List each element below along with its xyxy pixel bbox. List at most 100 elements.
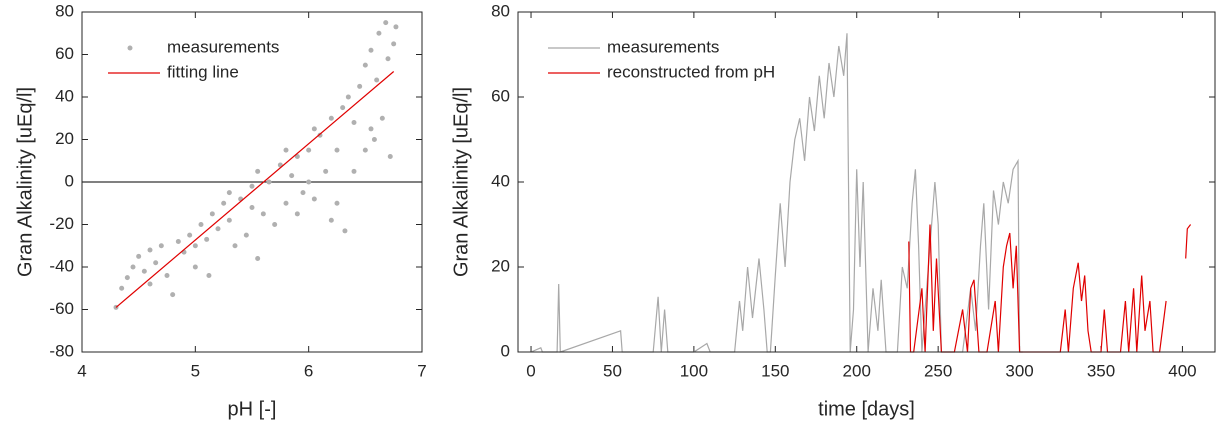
y-tick-label: 0 bbox=[65, 171, 74, 190]
x-tick-label: 7 bbox=[417, 361, 426, 380]
axes-box bbox=[81, 11, 423, 353]
y-tick-label: 80 bbox=[55, 1, 74, 20]
y-tick-label: 60 bbox=[491, 86, 510, 105]
data-point bbox=[345, 94, 351, 100]
y-tick-label: 40 bbox=[491, 171, 510, 190]
data-point bbox=[136, 253, 142, 259]
data-line bbox=[115, 71, 395, 308]
data-point bbox=[342, 228, 348, 234]
data-point bbox=[175, 239, 181, 244]
data-point bbox=[374, 77, 380, 83]
data-point bbox=[243, 232, 249, 238]
y-axis-label: Gran Alkalinity [uEq/l] bbox=[14, 87, 36, 277]
data-point bbox=[209, 211, 215, 217]
data-point bbox=[147, 247, 153, 253]
x-tick-label: 100 bbox=[680, 361, 708, 380]
data-point bbox=[289, 173, 295, 179]
legend-label: reconstructed from pH bbox=[607, 62, 775, 81]
x-tick-label: 50 bbox=[603, 361, 622, 380]
data-point bbox=[221, 200, 227, 206]
y-tick-label: -20 bbox=[49, 214, 74, 233]
data-point bbox=[147, 281, 153, 287]
data-point bbox=[383, 20, 389, 26]
x-tick-label: 6 bbox=[304, 361, 313, 380]
data-point bbox=[311, 126, 317, 132]
data-point bbox=[294, 211, 300, 217]
data-point bbox=[371, 137, 377, 142]
data-point bbox=[141, 268, 147, 274]
x-tick-label: 250 bbox=[924, 361, 952, 380]
data-point bbox=[376, 30, 382, 36]
data-point bbox=[266, 179, 272, 185]
legend-label: measurements bbox=[607, 37, 719, 56]
data-point bbox=[357, 83, 363, 89]
data-point bbox=[198, 222, 204, 227]
x-tick-label: 0 bbox=[526, 361, 535, 380]
x-tick-label: 350 bbox=[1087, 361, 1115, 380]
data-point bbox=[204, 236, 210, 242]
data-point bbox=[187, 232, 193, 238]
y-tick-label: -40 bbox=[49, 256, 74, 275]
data-point bbox=[328, 115, 334, 121]
data-point bbox=[192, 243, 198, 249]
data-point bbox=[260, 211, 266, 217]
y-tick-label: -60 bbox=[49, 299, 74, 318]
y-tick-label: 40 bbox=[55, 86, 74, 105]
y-tick-label: 20 bbox=[55, 129, 74, 148]
data-point bbox=[385, 56, 391, 62]
data-point bbox=[124, 275, 130, 281]
data-point bbox=[255, 256, 261, 261]
data-point bbox=[206, 273, 212, 278]
data-point bbox=[340, 105, 346, 111]
y-tick-label: 20 bbox=[491, 256, 510, 275]
y-axis-label: Gran Alkalinity [uEq/l] bbox=[450, 87, 472, 277]
data-point bbox=[351, 168, 357, 174]
legend-label: measurements bbox=[167, 37, 279, 56]
axes-box bbox=[517, 11, 1216, 353]
data-point bbox=[393, 24, 399, 30]
x-axis-label: time [days] bbox=[818, 398, 915, 420]
data-point bbox=[362, 62, 368, 68]
x-tick-label: 5 bbox=[191, 361, 200, 380]
x-tick-label: 150 bbox=[761, 361, 789, 380]
data-point bbox=[130, 264, 136, 270]
data-point bbox=[334, 200, 340, 206]
data-point bbox=[272, 222, 278, 227]
data-point bbox=[387, 154, 393, 159]
data-point bbox=[192, 264, 198, 270]
data-point bbox=[317, 132, 323, 138]
data-point bbox=[232, 243, 238, 249]
data-point bbox=[300, 190, 306, 196]
x-tick-label: 4 bbox=[77, 361, 86, 380]
data-point bbox=[283, 147, 289, 153]
x-axis-label: pH [-] bbox=[228, 398, 277, 420]
data-point bbox=[226, 217, 232, 223]
data-point bbox=[368, 126, 374, 132]
legend-label: fitting line bbox=[167, 62, 239, 81]
legend-marker bbox=[127, 45, 133, 51]
x-tick-label: 400 bbox=[1168, 361, 1196, 380]
data-point bbox=[249, 183, 255, 189]
data-point bbox=[334, 147, 340, 153]
data-point bbox=[311, 196, 317, 202]
y-tick-label: -80 bbox=[49, 341, 74, 360]
y-tick-label: 0 bbox=[501, 341, 510, 360]
data-point bbox=[328, 217, 334, 223]
data-point bbox=[362, 147, 368, 153]
data-point bbox=[249, 205, 255, 210]
x-tick-label: 200 bbox=[843, 361, 871, 380]
data-point bbox=[391, 41, 397, 47]
x-tick-label: 300 bbox=[1005, 361, 1033, 380]
data-point bbox=[226, 190, 232, 196]
y-tick-label: 60 bbox=[55, 44, 74, 63]
data-point bbox=[255, 168, 261, 174]
data-point bbox=[283, 200, 289, 206]
data-line bbox=[1185, 224, 1192, 259]
data-point bbox=[306, 179, 312, 185]
data-point bbox=[294, 154, 300, 159]
data-point bbox=[153, 260, 159, 266]
data-point bbox=[368, 47, 374, 53]
data-point bbox=[323, 168, 329, 174]
data-point bbox=[379, 115, 385, 121]
